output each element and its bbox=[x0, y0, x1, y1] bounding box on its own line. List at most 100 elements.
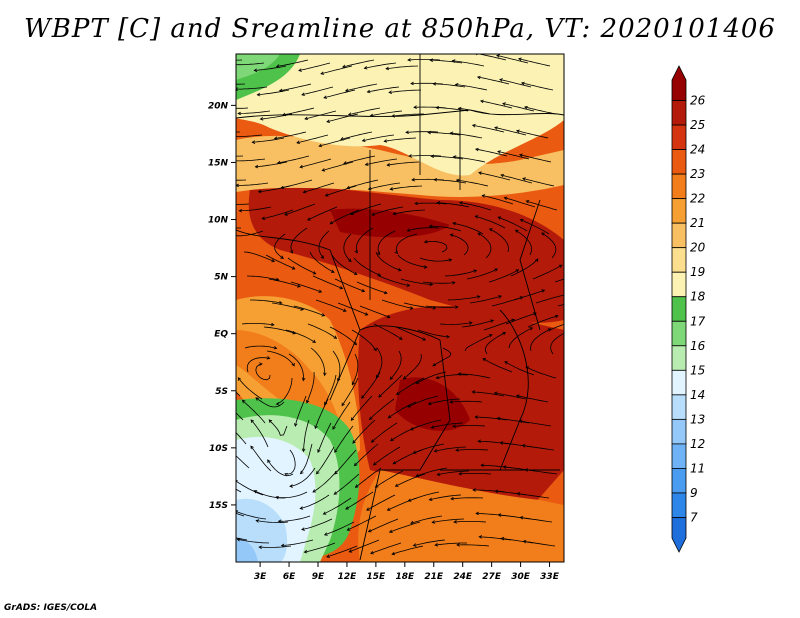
streamline-arrow bbox=[220, 398, 223, 401]
streamline-arrow bbox=[368, 416, 373, 421]
map-frame bbox=[235, 53, 565, 563]
streamline bbox=[497, 151, 530, 160]
streamline bbox=[298, 62, 331, 71]
streamline bbox=[435, 542, 467, 546]
streamline-arrow bbox=[474, 147, 479, 152]
streamline-arrow bbox=[587, 299, 590, 302]
streamline bbox=[389, 89, 422, 93]
streamline-arrow bbox=[427, 130, 431, 135]
streamline-arrow bbox=[312, 339, 316, 343]
streamline-arrow bbox=[402, 376, 407, 380]
streamline-arrow bbox=[370, 439, 375, 443]
streamline-arrow bbox=[254, 164, 259, 169]
streamline bbox=[246, 275, 279, 281]
streamline bbox=[450, 497, 484, 500]
streamline bbox=[496, 55, 529, 64]
streamline-arrow bbox=[378, 394, 382, 398]
streamline bbox=[455, 84, 488, 91]
streamline bbox=[274, 131, 307, 139]
border-line bbox=[499, 309, 529, 471]
streamline-arrow bbox=[435, 105, 440, 110]
streamline-arrow bbox=[333, 335, 338, 339]
streamline bbox=[371, 206, 404, 216]
streamline-arrow bbox=[331, 269, 335, 273]
streamline-arrow bbox=[334, 470, 338, 475]
streamline bbox=[407, 59, 441, 61]
y-tick-label: 10N bbox=[208, 216, 229, 226]
streamline bbox=[250, 299, 282, 304]
streamline bbox=[400, 278, 433, 285]
streamline-arrow bbox=[297, 284, 301, 288]
streamline-arrow bbox=[480, 463, 484, 468]
streamline bbox=[519, 154, 552, 163]
streamline-arrow bbox=[398, 336, 403, 340]
streamline bbox=[550, 333, 564, 355]
streamline-arrow bbox=[346, 527, 351, 531]
streamline-arrow bbox=[324, 193, 329, 197]
streamline bbox=[276, 59, 309, 67]
streamline bbox=[343, 233, 352, 262]
streamline-arrow bbox=[232, 63, 235, 66]
streamline-arrow bbox=[473, 269, 478, 273]
streamline bbox=[456, 544, 490, 547]
colorbar-label: 26 bbox=[690, 94, 706, 108]
streamline bbox=[505, 312, 537, 325]
streamline bbox=[450, 132, 483, 139]
streamline bbox=[296, 134, 329, 144]
streamline bbox=[345, 491, 374, 510]
streamline bbox=[425, 305, 458, 308]
streamline bbox=[452, 60, 485, 67]
streamline bbox=[241, 323, 274, 326]
streamline-arrow bbox=[370, 551, 374, 555]
streamline bbox=[524, 106, 557, 115]
streamline bbox=[307, 323, 337, 339]
streamline bbox=[271, 302, 304, 311]
streamline-arrow bbox=[529, 327, 534, 331]
x-tick-label: 15E bbox=[367, 572, 387, 582]
x-tick-label: 24E bbox=[453, 572, 473, 582]
streamline-arrow bbox=[323, 372, 327, 377]
streamline bbox=[378, 374, 403, 398]
streamline bbox=[521, 82, 554, 91]
streamline-arrow bbox=[449, 233, 454, 237]
streamline bbox=[312, 470, 338, 493]
streamline bbox=[391, 545, 424, 555]
streamline bbox=[333, 473, 360, 495]
streamline-arrow bbox=[504, 361, 509, 365]
streamline-arrow bbox=[314, 425, 318, 430]
streamline bbox=[408, 155, 442, 157]
streamline-arrow bbox=[436, 201, 441, 205]
streamline-arrow bbox=[324, 401, 328, 406]
streamline bbox=[300, 443, 313, 474]
y-axis: 20N 15N 10N 5N EQ 5S 10S 15S bbox=[208, 101, 236, 511]
streamline-arrow bbox=[386, 507, 391, 511]
streamline bbox=[456, 179, 489, 187]
streamline-arrow bbox=[396, 391, 400, 396]
streamline-arrow bbox=[394, 250, 398, 255]
streamline bbox=[395, 473, 426, 487]
streamline-arrow bbox=[241, 399, 246, 404]
streamline-arrow bbox=[353, 462, 358, 467]
streamline-arrow bbox=[519, 218, 524, 223]
streamline bbox=[517, 493, 550, 499]
streamline-arrow bbox=[412, 450, 417, 454]
streamline-arrow bbox=[386, 162, 391, 167]
streamline bbox=[236, 511, 267, 520]
streamline-arrow bbox=[471, 123, 476, 128]
streamline-arrow bbox=[277, 519, 282, 524]
streamline-arrow bbox=[511, 318, 515, 322]
colorbar-label: 12 bbox=[690, 437, 705, 451]
colorbar-segment bbox=[671, 149, 687, 175]
streamline-arrow bbox=[303, 549, 308, 554]
streamline-arrow bbox=[499, 78, 503, 82]
streamline bbox=[437, 470, 470, 476]
streamline-arrow bbox=[433, 449, 438, 453]
streamline-arrow bbox=[415, 473, 420, 477]
streamline bbox=[522, 178, 555, 187]
streamline bbox=[525, 366, 557, 379]
streamline bbox=[236, 182, 269, 186]
colorbar-label: 13 bbox=[690, 412, 705, 426]
streamline-arrow bbox=[452, 221, 457, 226]
streamline-arrow bbox=[326, 119, 331, 123]
